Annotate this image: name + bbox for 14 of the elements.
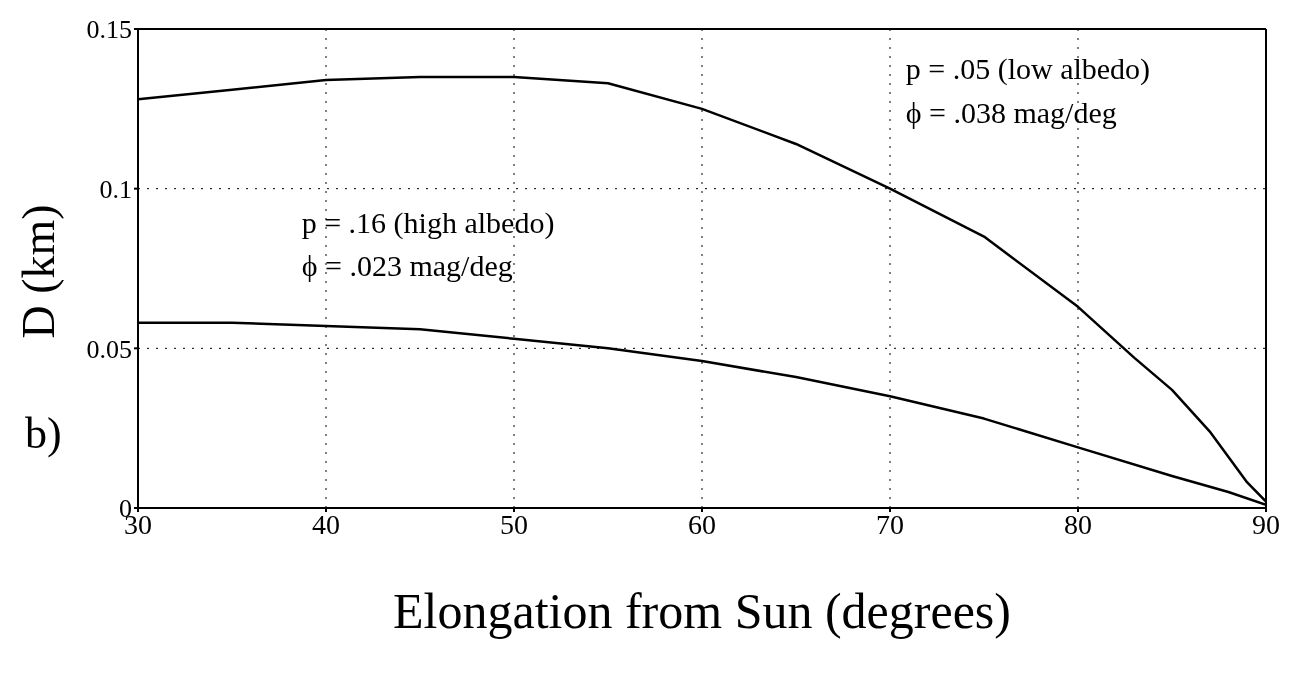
y-tick-label: 0.1: [99, 174, 132, 204]
annotation: p = .16 (high albedo) ϕ = .023 mag/deg: [301, 204, 555, 285]
x-tick-label: 90: [1252, 508, 1280, 540]
y-tick-label: 0.05: [86, 334, 132, 364]
y-tick-label: 0.15: [86, 15, 132, 45]
x-axis-title: Elongation from Sun (degrees): [393, 583, 1011, 639]
text: b): [25, 408, 62, 461]
annotation: p = .05 (low albedo) ϕ = .038 mag/deg: [905, 51, 1151, 131]
x-tick-label: 80: [1064, 508, 1092, 540]
x-tick-label: 40: [312, 508, 340, 540]
x-tick-label: 60: [688, 508, 716, 540]
x-tick-label: 50: [500, 508, 528, 540]
y-axis-title: D (km): [13, 204, 65, 339]
x-tick-label: 70: [876, 508, 904, 540]
